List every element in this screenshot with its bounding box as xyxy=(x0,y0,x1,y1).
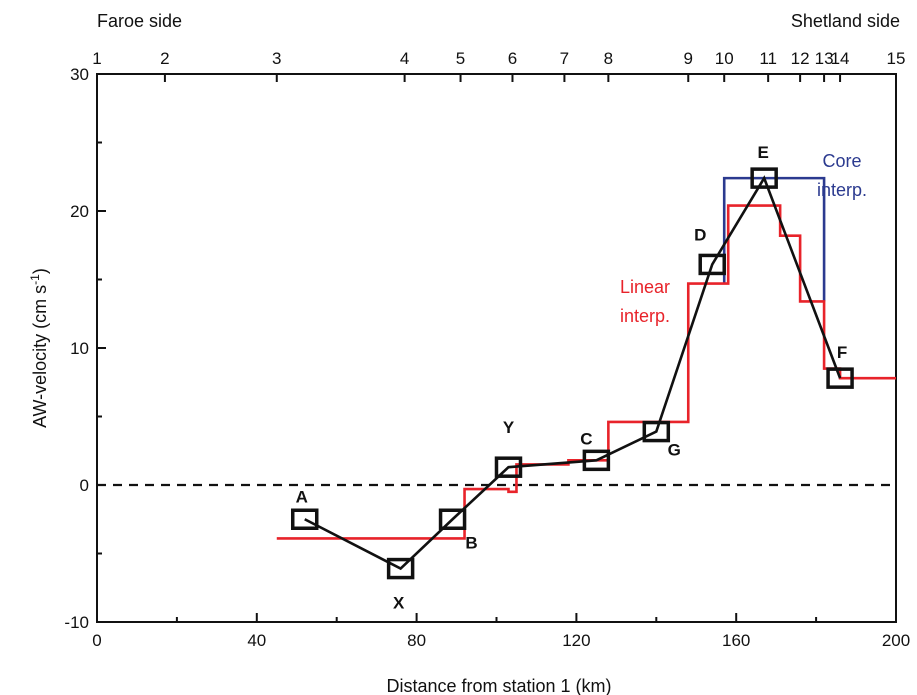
point-label-x: X xyxy=(393,594,405,613)
station-label: 5 xyxy=(456,49,465,68)
point-label-g: G xyxy=(668,441,681,460)
y-axis-title-sup: -1 xyxy=(28,274,42,285)
x-tick-label: 80 xyxy=(407,631,426,650)
x-tick-label: 0 xyxy=(92,631,101,650)
y-tick-label: 0 xyxy=(80,476,89,495)
station-label: 10 xyxy=(715,49,734,68)
x-axis-title: Distance from station 1 (km) xyxy=(386,676,611,695)
station-label: 11 xyxy=(759,49,777,68)
station-label: 13 xyxy=(815,49,834,68)
point-label-d: D xyxy=(694,225,706,244)
point-label-e: E xyxy=(757,143,768,162)
y-tick-label: 10 xyxy=(70,339,89,358)
point-label-c: C xyxy=(580,429,592,448)
point-label-b: B xyxy=(465,533,477,552)
linear-annotation-line1: Linear xyxy=(620,277,670,297)
y-axis-title-main: AW-velocity (cm s xyxy=(30,285,50,428)
y-tick-label: 20 xyxy=(70,202,89,221)
point-marker-c xyxy=(582,449,611,472)
plot-frame xyxy=(96,73,897,623)
station-label: 6 xyxy=(508,49,517,68)
shetland-side-label: Shetland side xyxy=(791,11,900,31)
y-tick-label: -10 xyxy=(64,613,89,632)
core-annotation-line2: interp. xyxy=(817,180,867,200)
station-label: 14 xyxy=(831,49,850,68)
x-tick-label: 200 xyxy=(882,631,910,650)
linear-interp-series xyxy=(276,204,896,540)
point-label-f: F xyxy=(837,343,847,362)
linear-annotation-line2: interp. xyxy=(620,306,670,326)
point-marker-a xyxy=(290,508,319,530)
station-label: 7 xyxy=(560,49,569,68)
point-marker-g xyxy=(642,420,671,443)
station-label: 2 xyxy=(160,49,169,68)
station-label: 15 xyxy=(887,49,906,68)
measured-line xyxy=(304,175,842,571)
point-marker-y xyxy=(494,456,523,478)
labels: A X B Y C G D E F xyxy=(296,143,848,612)
point-marker-e xyxy=(750,167,778,189)
x-tick-label: 160 xyxy=(722,631,750,650)
station-label: 3 xyxy=(272,49,281,68)
station-label: 12 xyxy=(791,49,810,68)
x-tick-label: 120 xyxy=(562,631,590,650)
linear-interp-line xyxy=(276,204,896,540)
y-tick-label: 30 xyxy=(70,65,89,84)
y-axis-title-close: ) xyxy=(30,268,50,274)
core-annotation-line1: Core xyxy=(822,151,861,171)
point-marker-f xyxy=(826,367,854,389)
measured-series xyxy=(290,167,854,580)
core-interp-series xyxy=(722,176,826,302)
station-label: 4 xyxy=(400,49,409,68)
point-label-a: A xyxy=(296,487,308,506)
y-axis-title: AW-velocity (cm s-1) xyxy=(28,268,50,428)
station-label: 1 xyxy=(92,49,101,68)
point-marker-d xyxy=(698,253,726,276)
station-label: 9 xyxy=(684,49,693,68)
point-marker-b xyxy=(438,508,467,530)
core-interp-line xyxy=(722,176,826,302)
x-tick-label: 40 xyxy=(247,631,266,650)
station-label: 8 xyxy=(604,49,613,68)
point-marker-x xyxy=(386,557,415,580)
point-label-y: Y xyxy=(503,418,515,437)
faroe-side-label: Faroe side xyxy=(97,11,182,31)
